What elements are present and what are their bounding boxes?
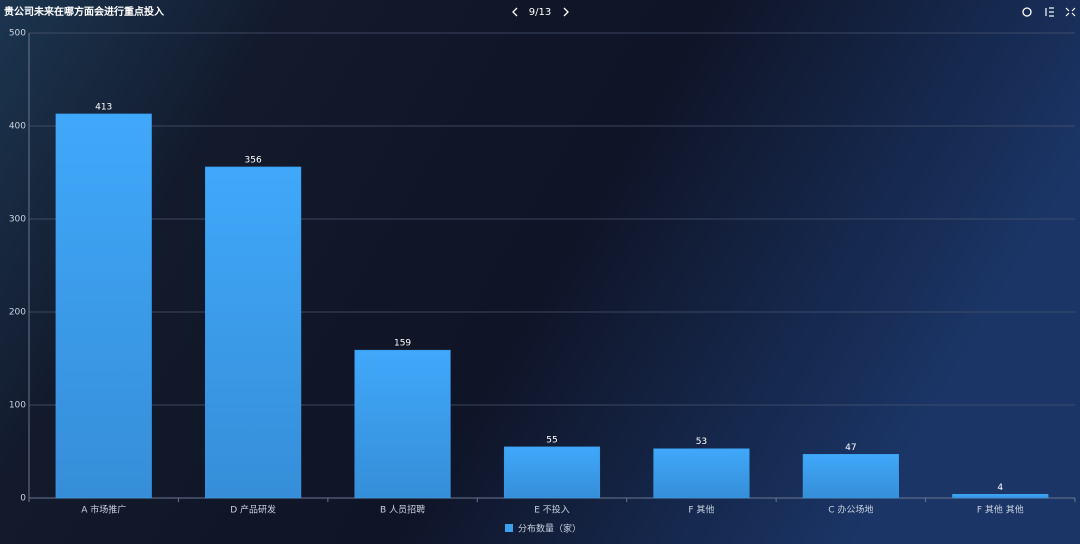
- x-tick-label: B 人员招聘: [380, 504, 425, 516]
- bar: [354, 349, 451, 499]
- bar: [952, 494, 1049, 499]
- legend-swatch: [505, 524, 513, 532]
- value-label: 4: [997, 483, 1003, 493]
- refresh-button[interactable]: [1022, 7, 1032, 17]
- bar: [802, 454, 899, 499]
- x-tick-label: F 其他: [688, 504, 714, 516]
- bar: [205, 166, 302, 499]
- x-tick-label: C 办公场地: [828, 504, 873, 516]
- y-tick-label: 400: [9, 122, 26, 132]
- collapse-button[interactable]: [1065, 7, 1076, 17]
- next-button[interactable]: [563, 7, 569, 17]
- value-label: 159: [394, 339, 411, 349]
- x-tick-label: E 不投入: [534, 504, 570, 516]
- y-tick-label: 100: [9, 401, 26, 411]
- page-indicator: 9/13: [529, 7, 551, 18]
- value-label: 55: [546, 435, 557, 445]
- x-tick-label: A 市场推广: [81, 504, 126, 516]
- chart-title: 贵公司未来在哪方面会进行重点投入: [4, 5, 164, 18]
- y-tick-label: 500: [9, 29, 26, 39]
- bar: [55, 113, 152, 499]
- value-label: 47: [845, 443, 856, 453]
- legend-label: 分布数量（家）: [518, 523, 581, 535]
- bar: [503, 446, 601, 499]
- sort-button[interactable]: [1045, 7, 1054, 17]
- y-tick-label: 0: [20, 494, 26, 504]
- value-label: 356: [245, 155, 262, 165]
- value-label: 53: [696, 437, 707, 447]
- y-tick-label: 300: [9, 215, 26, 225]
- prev-button[interactable]: [512, 7, 518, 17]
- y-tick-label: 200: [9, 308, 26, 318]
- x-tick-label: F 其他 其他: [977, 504, 1024, 516]
- bar: [653, 448, 750, 499]
- value-label: 413: [95, 102, 112, 112]
- x-tick-label: D 产品研发: [230, 504, 276, 516]
